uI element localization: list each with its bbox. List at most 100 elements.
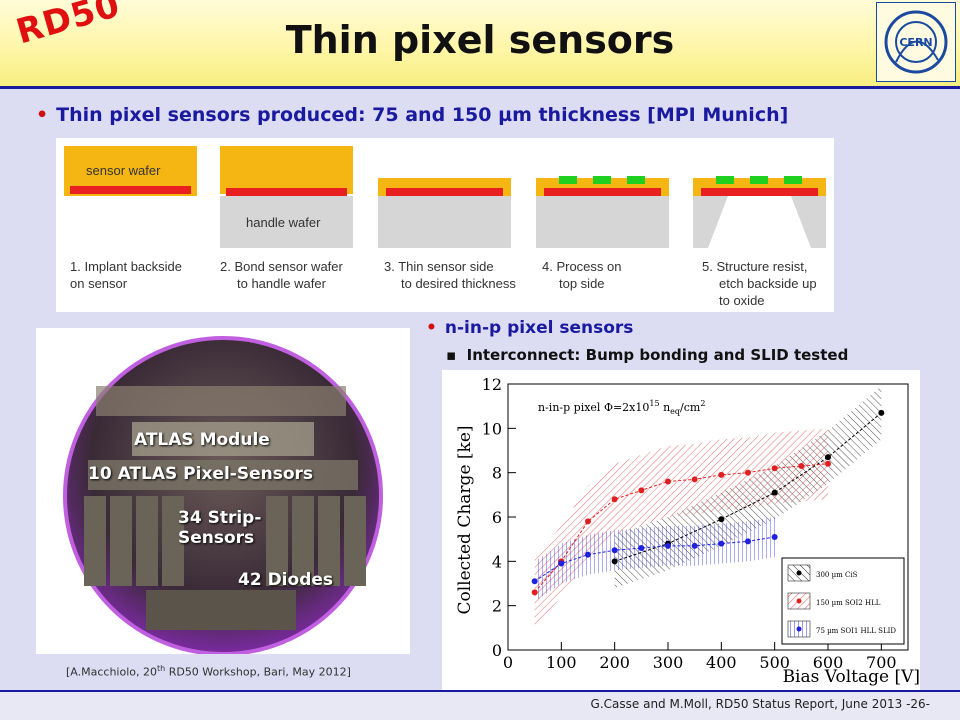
data-point [691,542,698,549]
chart-svg: 0 100 200 300 400 500 600 700 0 2 4 6 8 10 12 n-in-p p… [455,375,920,687]
step5-pixel-1 [716,176,734,184]
cern-logo-text: CERN [899,36,932,49]
wafer-test-structures [96,386,346,416]
bullet-thin-sensors: • Thin pixel sensors produced: 75 and 150… [36,104,788,126]
step4-implant [544,188,661,196]
bullet-n-in-p: • n-in-p pixel sensors [426,318,633,338]
step5-handle-right [791,196,826,248]
data-point [718,516,725,523]
y-tick-label: 0 [492,641,502,660]
legend-marker [796,598,802,604]
wafer-label-diodes: 42 Diodes [238,570,334,590]
data-point [611,496,618,503]
wafer-label-sensors: Sensors [178,528,255,548]
data-point [558,560,565,567]
wafer-pixel-sensors [88,460,358,490]
legend-marker [796,626,802,632]
uncertainty-band-2 [534,517,775,602]
step2-sensor-wafer [220,146,353,194]
data-point [878,409,885,416]
x-tick-label: 600 [813,653,844,672]
label-handle-wafer: handle wafer [246,215,321,230]
data-point [585,518,591,525]
data-point [531,578,538,585]
x-tick-label: 700 [866,653,897,672]
step5-handle-left [693,196,728,248]
wafer-atlas-module [132,422,314,456]
process-diagram: sensor wafer handle wafer 1. Implant bac… [56,138,834,312]
step5-implant [701,188,818,196]
y-tick-label: 2 [492,597,502,616]
wafer-citation: [A.Macchiolo, 20th RD50 Workshop, Bari, … [66,664,351,679]
data-point [798,463,805,470]
bullet-dot: • [36,104,49,126]
data-point [825,454,831,461]
data-point [691,476,698,483]
step5-caption: 5. Structure resist, etch backside up to o… [702,259,817,308]
wafer-label-strip: 34 Strip- [178,508,262,528]
header-divider [0,86,960,89]
step3-handle-wafer [378,196,511,248]
step4-pixel-3 [627,176,645,184]
step4-pixel-2 [593,176,611,184]
label-sensor-wafer: sensor wafer [86,163,161,178]
x-axis-label: Bias Voltage [V] [783,667,920,687]
data-point [531,589,538,596]
wafer-photo: ATLAS Module 10 ATLAS Pixel-Sensors 34 S… [36,328,410,654]
x-tick-label: 500 [759,653,790,672]
wafer-label-pixel-sensors: 10 ATLAS Pixel-Sensors [88,464,314,484]
footer-text: G.Casse and M.Moll, RD50 Status Report, … [590,697,930,711]
slide-title: Thin pixel sensors [285,18,675,62]
data-point [638,487,645,494]
bullet1-text-pre: Thin pixel sensors produced: 75 and 150 [56,104,499,126]
step5-pixel-2 [750,176,768,184]
process-steps-svg [64,146,826,248]
data-point [611,558,618,565]
series-line-1 [534,463,829,593]
sub-bullet-text: Interconnect: Bump bonding and SLID test… [466,346,849,364]
y-tick-label: 4 [492,552,502,571]
bullet-dot: • [426,318,437,338]
x-tick-label: 400 [706,653,737,672]
y-axis-label: Collected Charge [ke] [455,425,475,614]
data-point [771,489,778,496]
data-point [665,478,671,485]
wafer-strip-sensors [84,496,366,586]
data-point [585,551,591,558]
step2-caption: 2. Bond sensor wafer to handle wafer [220,259,343,291]
y-tick-label: 12 [482,375,502,394]
step1-caption: 1. Implant backside on sensor [70,259,183,291]
x-tick-label: 100 [546,653,577,672]
y-tick-label: 10 [482,419,502,438]
data-point [718,540,725,547]
data-point [771,465,778,472]
y-tick-label: 6 [492,508,502,527]
step4-caption: 4. Process on top side [542,259,622,291]
sub-bullet-interconnect: ▪ Interconnect: Bump bonding and SLID te… [446,346,848,364]
wafer-diodes [146,590,296,630]
series-line-2 [534,536,775,582]
x-tick-label: 0 [503,653,513,672]
cern-logo-icon: CERN [876,2,956,82]
plot-legend: 300 µm CiS 150 µm SOI2 HLL 75 µm SOI1 HLL … [781,557,905,645]
legend-label: 150 µm SOI2 HLL [816,599,881,607]
step2-handle-wafer [220,196,353,248]
legend-label: 300 µm CiS [816,571,858,579]
data-point [745,469,751,476]
x-tick-label: 200 [599,653,630,672]
footer-bar [0,690,960,720]
data-point [771,533,778,540]
data-point [825,460,831,467]
bullet1-mu: µ [498,104,513,126]
data-point [611,547,618,554]
plot-annotation: n-in-p pixel Φ=2x1015 neq/cm2 [538,399,705,416]
x-tick-label: 300 [653,653,684,672]
legend-marker [796,570,802,576]
step3-implant [386,188,503,196]
sub-bullet-marker: ▪ [446,346,457,364]
data-point [638,545,645,552]
wafer-photo-svg [63,336,383,654]
wafer-edge [63,336,383,654]
wafer-label-atlas-module: ATLAS Module [134,430,270,450]
step4-pixel-1 [559,176,577,184]
